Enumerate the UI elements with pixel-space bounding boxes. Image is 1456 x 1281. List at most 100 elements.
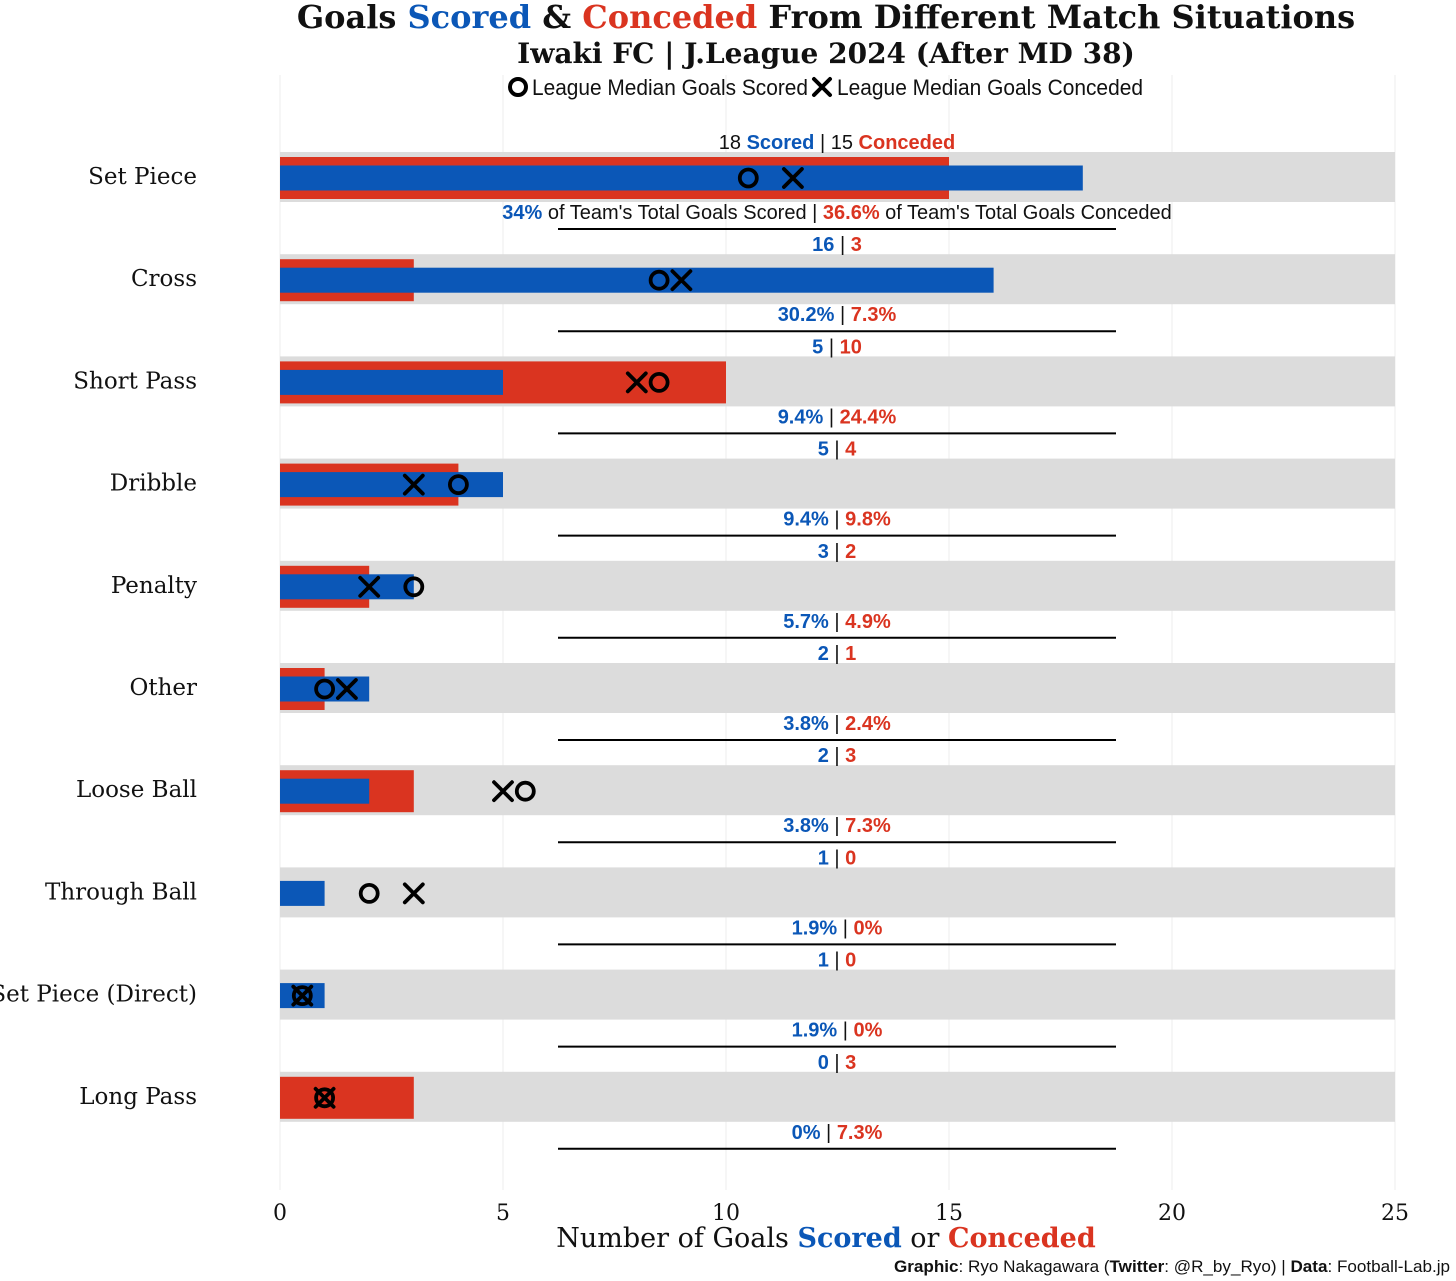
median-scored-marker — [447, 474, 469, 496]
percent-conceded: 36.6% — [823, 202, 880, 224]
percent-scored: 9.4% — [778, 406, 824, 428]
percent-conceded: 24.4% — [840, 406, 897, 428]
legend: League Median Goals Scored League Median… — [508, 75, 1143, 100]
count-scored-value: 18 — [719, 132, 747, 154]
percent-annotation: 1.9% | 0% — [792, 1020, 883, 1042]
median-conceded-marker — [313, 1086, 336, 1109]
caption-graphic-value: : Ryo Nakagawara ( — [959, 1257, 1110, 1276]
title-part2: & — [531, 0, 582, 36]
median-scored-marker — [314, 1087, 336, 1109]
count-scored-value: 1 — [818, 950, 829, 972]
caption-twitter-label: Twitter — [1110, 1257, 1165, 1276]
median-conceded-marker — [625, 371, 648, 394]
count-scored-value: 1 — [818, 847, 829, 869]
median-scored-marker — [291, 985, 313, 1006]
percent-scored: 9.4% — [783, 509, 829, 531]
percent-conceded: 7.3% — [837, 1122, 883, 1144]
category-band — [280, 1071, 1395, 1122]
title-conceded-word: Conceded — [582, 0, 757, 36]
percent-annotation: 3.8% | 2.4% — [783, 713, 891, 735]
percent-scored: 5.7% — [783, 611, 829, 633]
median-markers — [291, 167, 804, 1109]
legend-cross-icon — [812, 77, 832, 97]
count-scored-value: 0 — [818, 1052, 829, 1074]
percent-separator: | — [823, 406, 839, 428]
x-tick-label: 20 — [1158, 1201, 1186, 1226]
percent-annotation: 5.7% | 4.9% — [783, 611, 891, 633]
chart-subtitle: Iwaki FC | J.League 2024 (After MD 38) — [517, 37, 1135, 70]
count-annotation: 1 | 0 — [818, 847, 857, 869]
title-part3: From Different Match Situations — [757, 0, 1355, 36]
category-band — [280, 867, 1395, 918]
count-separator: | — [829, 1052, 845, 1074]
percent-separator: | — [837, 917, 853, 939]
median-conceded-marker — [402, 882, 425, 905]
x-tick-label: 10 — [712, 1201, 740, 1226]
chart-title: Goals Scored & Conceded From Different M… — [297, 0, 1355, 36]
percent-separator: | — [821, 1122, 837, 1144]
bar-scored — [280, 369, 503, 395]
x-axis-title: Number of Goals Scored or Conceded — [556, 1223, 1096, 1254]
percent-separator: | — [834, 304, 850, 326]
count-annotation: 0 | 3 — [818, 1052, 857, 1074]
count-conceded-value: 3 — [845, 1052, 856, 1074]
median-conceded-marker — [782, 167, 804, 189]
y-axis-label: Long Pass — [79, 1084, 197, 1110]
percent-annotation: 9.4% | 24.4% — [778, 406, 897, 428]
percent-conceded: 2.4% — [845, 713, 891, 735]
percent-conceded: 7.3% — [851, 304, 897, 326]
count-separator: | — [823, 336, 839, 358]
percent-separator: | — [829, 509, 845, 531]
percent-separator: | — [837, 1020, 853, 1042]
count-annotation: 2 | 3 — [818, 745, 857, 767]
median-scored-marker — [737, 167, 759, 189]
count-separator: | — [834, 234, 850, 256]
percent-scored: 0% — [792, 1122, 821, 1144]
count-conceded-value: 10 — [840, 336, 862, 358]
count-scored-value: 5 — [812, 336, 823, 358]
percent-separator: | — [829, 713, 845, 735]
count-scored-value: 16 — [812, 234, 834, 256]
bar-scored — [280, 472, 503, 498]
y-axis-label: Penalty — [111, 573, 197, 599]
x-axis-title-part1: Number of Goals — [556, 1223, 797, 1254]
bar-scored — [280, 267, 994, 293]
y-axis-label: Dribble — [110, 471, 197, 497]
count-separator: | — [829, 643, 845, 665]
bar-scored — [280, 165, 1083, 191]
count-conceded-value: 4 — [845, 439, 857, 461]
y-axis-label: Short Pass — [73, 368, 197, 394]
legend-median-conceded: League Median Goals Conceded — [837, 75, 1143, 100]
percent-conceded: 0% — [854, 917, 883, 939]
median-scored-marker — [314, 678, 336, 700]
count-scored-value: 2 — [818, 643, 829, 665]
count-conceded-value: 0 — [845, 950, 856, 972]
median-scored-marker — [514, 780, 536, 802]
caption-data-label: Data — [1290, 1257, 1328, 1276]
category-band — [280, 663, 1395, 713]
percent-annotation: 0% | 7.3% — [792, 1122, 883, 1144]
count-annotation: 5 | 4 — [818, 439, 857, 461]
x-axis-title-scored: Scored — [797, 1223, 901, 1254]
x-tick-label: 5 — [496, 1201, 510, 1226]
x-axis-title-conceded: Conceded — [948, 1223, 1096, 1254]
median-scored-marker — [648, 269, 670, 291]
count-annotation: 5 | 10 — [812, 336, 862, 358]
x-axis-ticks: 0 5 10 15 20 25 — [273, 1201, 1409, 1226]
count-conceded-value: 3 — [851, 234, 862, 256]
percent-annotation: 34% of Team's Total Goals Scored | 36.6%… — [502, 202, 1172, 224]
title-part1: Goals — [297, 0, 408, 36]
count-scored-word: Scored — [747, 132, 815, 154]
count-separator: | — [829, 541, 845, 563]
category-band — [280, 969, 1395, 1020]
percent-conceded: 7.3% — [845, 815, 891, 837]
y-axis-label: Other — [129, 675, 197, 701]
x-tick-label: 25 — [1381, 1201, 1409, 1226]
x-tick-label: 15 — [935, 1201, 963, 1226]
caption: Graphic: Ryo Nakagawara (Twitter: @R_by_… — [894, 1257, 1450, 1276]
median-scored-marker — [403, 576, 425, 598]
category-band — [280, 765, 1395, 816]
bar-scored — [280, 880, 325, 906]
